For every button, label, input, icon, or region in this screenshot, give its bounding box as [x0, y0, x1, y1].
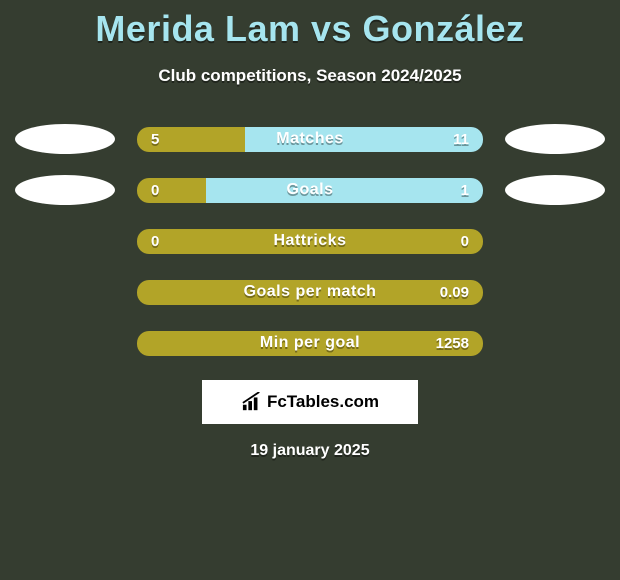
subtitle: Club competitions, Season 2024/2025: [158, 66, 461, 86]
stat-value-right: 0: [461, 229, 469, 254]
stat-value-right: 1258: [436, 331, 469, 356]
player-left-oval: [15, 124, 115, 154]
stat-value-left: 0: [151, 178, 159, 203]
player-right-oval: [505, 124, 605, 154]
stat-bar: Min per goal1258: [137, 331, 483, 356]
oval-spacer: [15, 226, 115, 256]
player-left-oval: [15, 175, 115, 205]
stat-label: Goals: [137, 178, 483, 203]
player-right-oval: [505, 175, 605, 205]
stat-value-right: 1: [461, 178, 469, 203]
stat-value-right: 0.09: [440, 280, 469, 305]
brand-badge: FcTables.com: [202, 380, 418, 424]
stat-rows: Matches511Goals01Hattricks00Goals per ma…: [0, 124, 620, 358]
stat-row: Hattricks0 0: [0, 226, 620, 256]
brand-text: FcTables.com: [267, 392, 379, 412]
stat-row: Goals per match0.09: [0, 277, 620, 307]
stat-label: Min per goal: [137, 331, 483, 356]
oval-spacer: [15, 328, 115, 358]
stat-bar: Goals per match0.09: [137, 280, 483, 305]
stat-bar: Hattricks0 0: [137, 229, 483, 254]
stat-row: Min per goal1258: [0, 328, 620, 358]
oval-spacer: [15, 277, 115, 307]
stat-label: Goals per match: [137, 280, 483, 305]
stat-label: Hattricks: [137, 229, 483, 254]
page-title: Merida Lam vs González: [95, 8, 524, 50]
oval-spacer: [505, 226, 605, 256]
stat-row: Matches5 11: [0, 124, 620, 154]
bar-chart-icon: [241, 392, 263, 412]
stat-value-left: 5: [151, 127, 159, 152]
oval-spacer: [505, 277, 605, 307]
date-text: 19 january 2025: [250, 442, 369, 460]
stat-value-right: 11: [453, 127, 469, 152]
stat-bar: Goals0 1: [137, 178, 483, 203]
stat-label: Matches: [137, 127, 483, 152]
oval-spacer: [505, 328, 605, 358]
stat-value-left: 0: [151, 229, 159, 254]
stat-bar: Matches5 11: [137, 127, 483, 152]
stat-row: Goals0 1: [0, 175, 620, 205]
